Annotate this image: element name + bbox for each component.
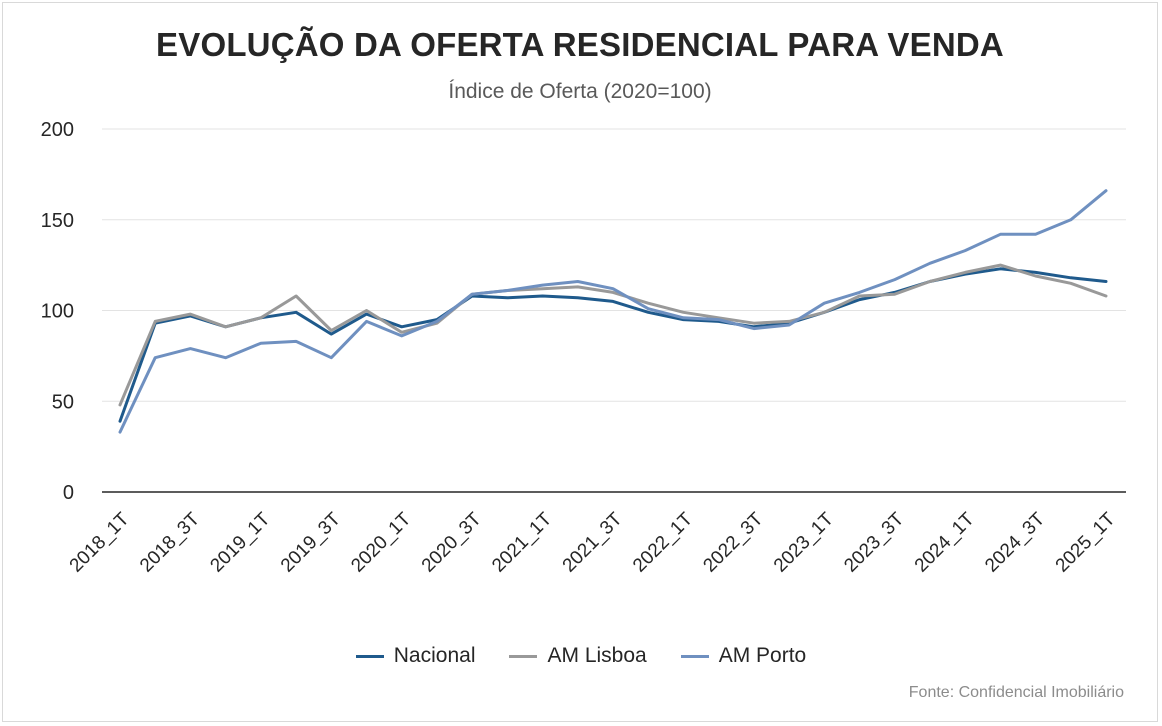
legend-swatch-am-lisboa [509,654,538,658]
source-note: Fonte: Confidencial Imobiliário [908,684,1124,701]
x-tick-label: 2024_3T [981,508,1049,576]
legend-swatch-am-porto [680,654,709,658]
x-axis-ticks: 2018_1T 2018_3T 2019_1T 2019_3T 2020_1T 2020_… [66,508,1120,576]
x-tick-label: 2023_3T [840,508,908,576]
gridlines [102,128,1126,493]
series-lines [118,189,1108,434]
legend-item-am-lisboa: AM Lisboa [509,644,647,668]
x-tick-label: 2024_1T [911,508,979,576]
x-tick-label: 2022_3T [699,508,767,576]
series-line-am-lisboa [118,263,1108,407]
chart-subtitle: Índice de Oferta (2020=100) [448,80,712,103]
legend-label-am-lisboa: AM Lisboa [547,644,647,667]
x-tick-label: 2018_3T [136,508,204,576]
legend: Nacional AM Lisboa AM Porto [0,644,1162,668]
y-tick-label: 50 [52,391,74,413]
legend-item-am-porto: AM Porto [680,644,807,668]
x-tick-label: 2019_3T [277,508,345,576]
x-tick-label: 2019_1T [206,508,274,576]
series-line-am-porto [118,189,1108,434]
legend-item-nacional: Nacional [355,644,476,668]
y-tick-label: 150 [41,210,74,232]
x-tick-label: 2021_3T [559,508,627,576]
x-tick-label: 2018_1T [66,508,134,576]
y-axis-ticks: 0 50 100 150 200 [41,119,74,504]
legend-swatch-nacional [355,654,384,658]
x-tick-label: 2021_1T [488,508,556,576]
x-tick-label: 2025_1T [1052,508,1120,576]
x-tick-label: 2022_1T [629,508,697,576]
chart-title: EVOLUÇÃO DA OFERTA RESIDENCIAL PARA VEND… [156,26,1004,63]
x-tick-label: 2020_3T [418,508,486,576]
y-tick-label: 100 [41,301,74,323]
x-tick-label: 2020_1T [347,508,415,576]
legend-label-nacional: Nacional [393,644,476,667]
legend-label-am-porto: AM Porto [718,644,807,667]
x-tick-label: 2023_1T [770,508,838,576]
y-tick-label: 0 [63,482,74,504]
y-tick-label: 200 [41,119,74,141]
